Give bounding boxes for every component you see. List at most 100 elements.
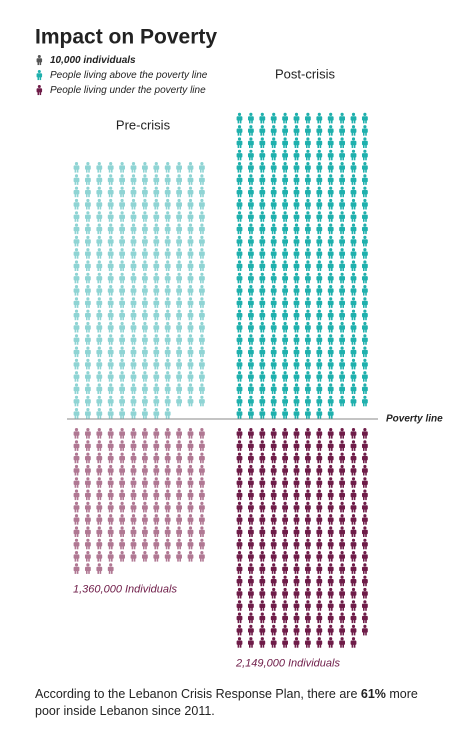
icon-head xyxy=(340,186,344,190)
icon-head xyxy=(363,587,367,592)
icon-leg xyxy=(353,619,356,624)
icon-leg xyxy=(317,435,319,439)
person-icon xyxy=(316,587,323,599)
icon-leg xyxy=(131,230,134,235)
icon-body xyxy=(248,276,254,281)
icon-head xyxy=(166,272,170,276)
icon-leg xyxy=(285,583,287,587)
icon-leg xyxy=(294,619,297,624)
icon-body xyxy=(142,492,148,498)
icon-leg xyxy=(271,255,274,259)
icon-body xyxy=(270,313,277,318)
icon-leg xyxy=(363,509,365,513)
icon-leg xyxy=(120,366,122,370)
icon-leg xyxy=(340,341,342,345)
person-icon xyxy=(362,248,368,259)
icon-body xyxy=(362,349,368,355)
icon-body xyxy=(164,554,171,559)
person-icon xyxy=(305,551,311,562)
icon-leg xyxy=(74,472,77,476)
icon-head xyxy=(154,186,158,190)
person-icon xyxy=(164,309,171,321)
icon-body xyxy=(350,288,357,293)
icon-leg xyxy=(200,484,202,488)
icon-leg xyxy=(249,366,251,370)
person-icon xyxy=(316,235,323,247)
icon-head xyxy=(363,464,367,469)
icon-body xyxy=(248,251,254,256)
person-icon xyxy=(293,248,300,259)
icon-leg xyxy=(154,366,156,370)
icon-leg xyxy=(308,317,310,321)
person-icon xyxy=(327,223,334,235)
icon-leg xyxy=(342,570,344,574)
icon-body xyxy=(282,603,288,608)
icon-head xyxy=(283,624,287,628)
person-icon xyxy=(282,538,288,550)
icon-head xyxy=(200,440,204,444)
icon-body xyxy=(259,374,266,379)
person-icon xyxy=(153,358,160,370)
icon-leg xyxy=(97,447,99,451)
icon-body xyxy=(293,251,300,256)
person-icon xyxy=(362,612,368,624)
icon-leg xyxy=(285,181,287,185)
icon-leg xyxy=(283,144,285,148)
icon-body xyxy=(270,140,277,146)
icon-head xyxy=(329,149,333,153)
icon-leg xyxy=(353,218,356,222)
icon-leg xyxy=(363,496,365,501)
person-icon xyxy=(85,428,91,439)
person-icon xyxy=(270,600,277,611)
person-icon xyxy=(73,514,80,525)
icon-head xyxy=(283,600,287,604)
icon-body xyxy=(236,386,243,392)
icon-body xyxy=(293,628,300,633)
icon-leg xyxy=(262,644,265,648)
icon-leg xyxy=(306,120,308,124)
icon-leg xyxy=(154,218,156,222)
icon-head xyxy=(143,297,147,301)
person-icon xyxy=(107,186,114,198)
icon-leg xyxy=(188,533,191,537)
icon-leg xyxy=(108,206,111,210)
icon-head xyxy=(177,162,181,166)
icon-leg xyxy=(271,169,274,173)
icon-body xyxy=(248,177,254,183)
icon-body xyxy=(176,443,182,449)
icon-leg xyxy=(262,132,265,136)
icon-leg xyxy=(165,403,168,407)
icon-body xyxy=(176,190,182,195)
icon-leg xyxy=(283,230,285,235)
icon-leg xyxy=(249,280,251,284)
person-icon xyxy=(293,624,300,636)
icon-leg xyxy=(188,280,191,284)
person-icon xyxy=(142,198,148,210)
person-icon xyxy=(259,174,266,185)
category-label: Post-crisis xyxy=(275,66,335,81)
icon-head xyxy=(329,464,333,469)
person-icon xyxy=(85,563,91,574)
icon-head xyxy=(249,551,253,555)
icon-head xyxy=(166,551,170,555)
icon-leg xyxy=(76,558,79,562)
icon-body xyxy=(362,226,368,232)
icon-leg xyxy=(143,194,145,198)
person-icon xyxy=(259,371,266,382)
icon-body xyxy=(270,468,277,473)
person-icon xyxy=(36,85,43,96)
person-icon xyxy=(199,162,205,173)
icon-head xyxy=(260,346,264,350)
icon-body xyxy=(119,239,125,244)
icon-head xyxy=(351,477,356,481)
icon-body xyxy=(339,443,345,449)
person-icon xyxy=(259,235,266,247)
icon-body xyxy=(142,349,148,355)
icon-head xyxy=(237,285,242,289)
icon-body xyxy=(248,505,254,510)
icon-head xyxy=(154,211,158,215)
icon-leg xyxy=(177,267,179,271)
icon-leg xyxy=(179,353,181,358)
icon-leg xyxy=(308,157,310,161)
icon-head xyxy=(166,260,170,264)
